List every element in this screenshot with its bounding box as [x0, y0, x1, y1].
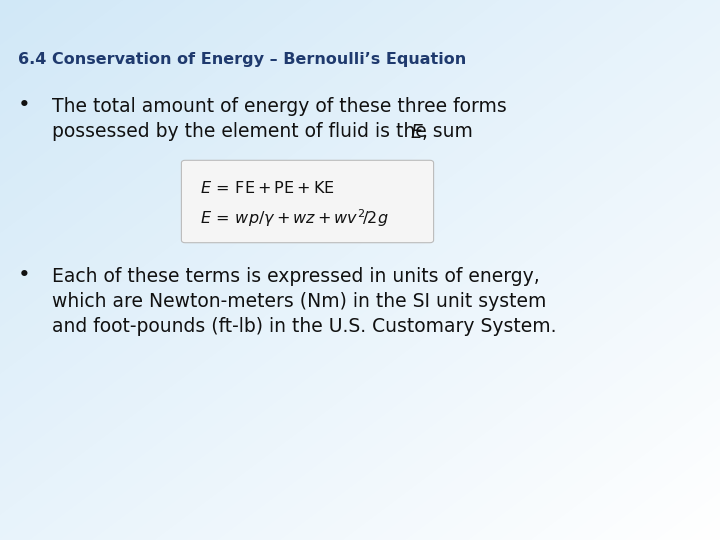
- Text: $E\,=\,wp/\gamma + wz + wv^2\!/2g$: $E\,=\,wp/\gamma + wz + wv^2\!/2g$: [200, 207, 389, 229]
- Text: and foot-pounds (ft-lb) in the U.S. Customary System.: and foot-pounds (ft-lb) in the U.S. Cust…: [52, 317, 557, 336]
- Text: •: •: [18, 95, 31, 115]
- Text: possessed by the element of fluid is the sum: possessed by the element of fluid is the…: [52, 122, 479, 141]
- Text: The total amount of energy of these three forms: The total amount of energy of these thre…: [52, 97, 507, 116]
- Text: Each of these terms is expressed in units of energy,: Each of these terms is expressed in unit…: [52, 267, 540, 286]
- Text: $E\,=\,\mathrm{FE + PE + KE}$: $E\,=\,\mathrm{FE + PE + KE}$: [200, 180, 335, 196]
- Text: •: •: [18, 265, 31, 285]
- Text: $E$,: $E$,: [410, 122, 428, 142]
- FancyBboxPatch shape: [181, 160, 433, 242]
- Text: 6.4 Conservation of Energy – Bernoulli’s Equation: 6.4 Conservation of Energy – Bernoulli’s…: [18, 52, 467, 67]
- Text: which are Newton-meters (Nm) in the SI unit system: which are Newton-meters (Nm) in the SI u…: [52, 292, 546, 311]
